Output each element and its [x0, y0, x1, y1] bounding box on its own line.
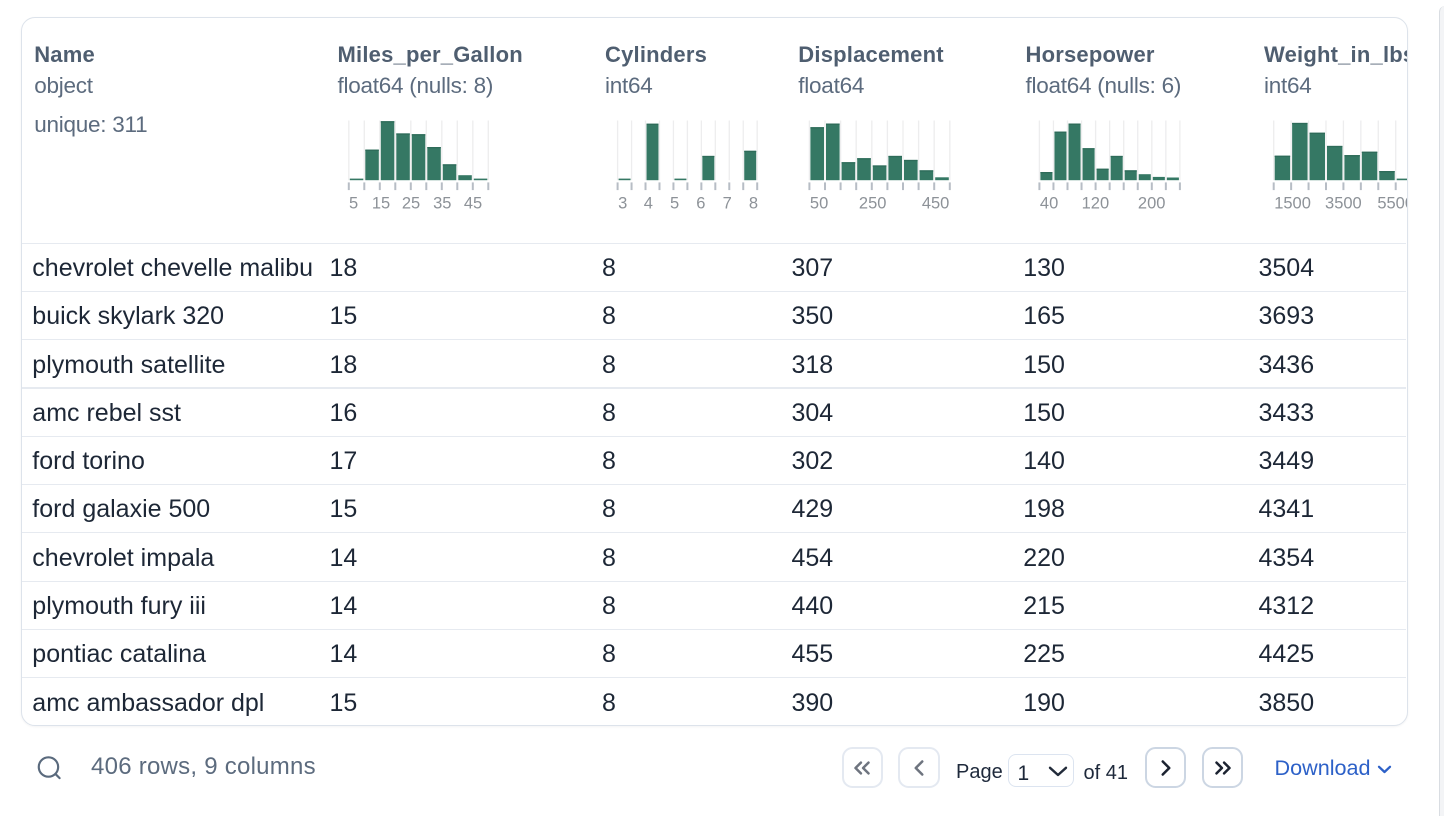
svg-text:40: 40: [1039, 194, 1057, 212]
svg-text:3500: 3500: [1325, 194, 1362, 212]
svg-text:45: 45: [463, 194, 481, 212]
svg-text:8: 8: [748, 194, 757, 212]
svg-text:5: 5: [349, 194, 358, 212]
svg-text:450: 450: [921, 194, 949, 212]
svg-text:15: 15: [371, 194, 389, 212]
svg-text:3: 3: [618, 194, 627, 212]
svg-text:1500: 1500: [1274, 194, 1311, 212]
svg-text:6: 6: [696, 194, 705, 212]
svg-text:5500: 5500: [1377, 194, 1408, 212]
svg-text:25: 25: [401, 194, 419, 212]
svg-text:250: 250: [858, 194, 886, 212]
svg-text:5: 5: [670, 194, 679, 212]
svg-text:200: 200: [1137, 194, 1165, 212]
svg-text:7: 7: [722, 194, 731, 212]
svg-text:35: 35: [433, 194, 451, 212]
svg-text:4: 4: [643, 194, 652, 212]
svg-text:120: 120: [1081, 194, 1109, 212]
svg-text:50: 50: [809, 194, 827, 212]
